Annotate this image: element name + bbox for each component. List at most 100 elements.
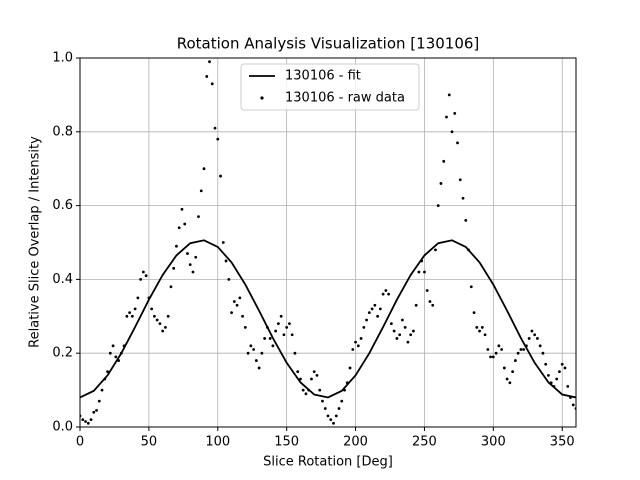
data-point xyxy=(359,337,363,340)
data-point xyxy=(376,314,379,318)
data-point xyxy=(81,418,85,422)
data-point xyxy=(271,344,275,348)
data-point xyxy=(274,329,278,333)
data-point xyxy=(197,215,200,219)
data-point xyxy=(133,307,137,311)
data-point xyxy=(491,355,495,359)
y-tick-label: 0.2 xyxy=(52,346,73,361)
legend-label: 130106 - raw data xyxy=(285,91,405,106)
data-point xyxy=(522,348,526,351)
data-point xyxy=(467,248,470,252)
y-tick-label: 0.0 xyxy=(52,420,73,435)
data-point xyxy=(497,344,501,348)
axes-frame xyxy=(79,57,577,428)
data-point xyxy=(249,344,253,348)
data-point xyxy=(425,289,429,292)
data-point xyxy=(285,325,289,329)
data-point xyxy=(558,370,561,374)
x-tick-label: 0 xyxy=(76,435,84,450)
data-point xyxy=(117,359,120,362)
data-point xyxy=(569,396,572,399)
chart-title: Rotation Analysis Visualization [130106] xyxy=(177,35,480,53)
data-point xyxy=(453,111,457,115)
data-point xyxy=(188,263,192,267)
data-point xyxy=(439,182,443,185)
data-point xyxy=(505,377,509,381)
data-point xyxy=(513,359,517,362)
data-point xyxy=(227,278,231,281)
data-point xyxy=(434,248,437,252)
data-point xyxy=(296,370,300,374)
data-point xyxy=(356,344,360,348)
data-point xyxy=(260,351,264,355)
data-point xyxy=(199,189,203,193)
data-point xyxy=(351,348,355,351)
data-point xyxy=(243,325,247,329)
data-point xyxy=(464,218,468,222)
data-point xyxy=(279,314,283,318)
data-point xyxy=(136,296,140,300)
data-point xyxy=(525,344,528,348)
data-point xyxy=(323,407,327,410)
data-point xyxy=(139,278,143,281)
data-point xyxy=(194,255,198,259)
data-point xyxy=(164,325,167,329)
data-point xyxy=(307,388,311,392)
data-point xyxy=(442,159,446,163)
plot-area xyxy=(80,60,576,425)
data-point xyxy=(348,366,352,370)
data-point xyxy=(119,351,123,355)
data-point xyxy=(205,75,209,78)
data-point xyxy=(447,93,451,97)
data-point xyxy=(268,337,272,340)
data-point xyxy=(392,329,396,333)
x-tick-label: 50 xyxy=(141,435,158,450)
data-point xyxy=(208,60,211,64)
x-tick-label: 250 xyxy=(412,435,437,450)
data-point xyxy=(370,307,374,311)
data-point xyxy=(202,167,206,171)
data-point xyxy=(282,333,286,337)
data-point xyxy=(304,392,308,396)
data-point xyxy=(125,314,129,318)
data-point xyxy=(428,300,432,303)
data-point xyxy=(406,340,410,344)
data-point xyxy=(340,399,344,403)
data-point xyxy=(500,348,503,351)
data-point xyxy=(472,311,476,315)
data-point xyxy=(461,196,465,200)
data-point xyxy=(329,418,333,422)
data-point xyxy=(180,207,184,211)
data-point xyxy=(489,355,492,359)
data-point xyxy=(177,226,181,230)
data-point xyxy=(456,141,459,145)
data-point xyxy=(398,333,402,337)
data-point xyxy=(414,303,418,307)
data-point xyxy=(381,292,385,296)
legend-label: 130106 - fit xyxy=(285,69,361,84)
data-point xyxy=(469,285,473,289)
data-point xyxy=(312,370,316,374)
data-point xyxy=(213,126,217,130)
data-point xyxy=(516,351,520,355)
data-point xyxy=(389,322,393,326)
data-point xyxy=(216,137,220,141)
data-point xyxy=(166,314,170,318)
data-point xyxy=(321,399,324,403)
x-tick-label: 300 xyxy=(481,435,506,450)
data-point xyxy=(409,333,413,337)
data-point xyxy=(108,351,112,355)
data-point xyxy=(221,241,225,244)
data-point xyxy=(367,311,371,315)
data-point xyxy=(544,362,548,366)
x-tick-label: 350 xyxy=(550,435,575,450)
data-point xyxy=(277,322,280,326)
x-axis-label: Slice Rotation [Deg] xyxy=(263,455,393,470)
x-tick-label: 150 xyxy=(274,435,299,450)
data-point xyxy=(141,270,145,274)
data-point xyxy=(354,340,357,344)
data-point xyxy=(337,407,341,410)
fit-line xyxy=(80,239,576,399)
data-point xyxy=(530,329,534,333)
data-point xyxy=(315,373,319,377)
